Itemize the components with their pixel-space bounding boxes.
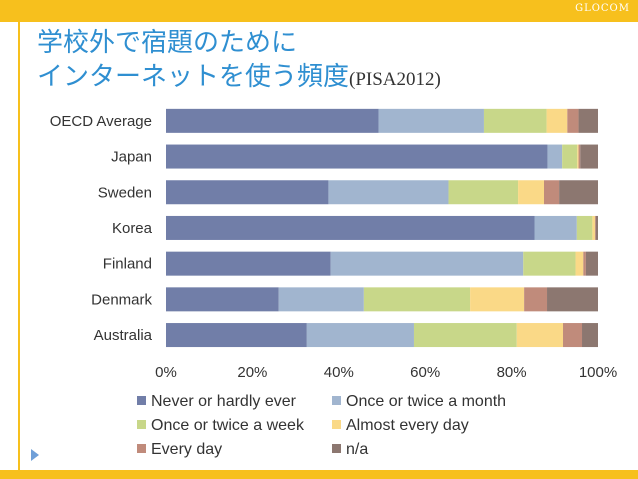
- category-label: Australia: [94, 327, 153, 344]
- bar-segment: [166, 215, 535, 240]
- bar-segment: [166, 287, 279, 312]
- bar-segment: [592, 215, 595, 240]
- category-label: Japan: [111, 149, 152, 166]
- bar-segment: [363, 287, 471, 312]
- category-label: Denmark: [91, 291, 152, 308]
- slide-title: 学校外で宿題のために インターネットを使う頻度(PISA2012): [37, 26, 441, 97]
- bar-segment: [306, 323, 414, 348]
- bar-segment: [470, 287, 525, 312]
- bar-segment: [546, 108, 568, 133]
- bar-segment: [547, 287, 598, 312]
- legend-label: Almost every day: [346, 417, 469, 434]
- x-tick-label: 60%: [410, 364, 440, 381]
- brand-logo-text: GLOCOM: [575, 3, 630, 14]
- bar-segment: [166, 180, 329, 205]
- legend-swatch: [137, 420, 146, 429]
- legend-label: Once or twice a month: [346, 393, 506, 410]
- category-label: Korea: [112, 220, 153, 237]
- bar-segment: [580, 144, 598, 169]
- legend-label: n/a: [346, 441, 368, 458]
- bar-segment: [516, 323, 564, 348]
- bar-segment: [563, 323, 583, 348]
- bar-segment: [582, 323, 598, 348]
- title-suffix: (PISA2012): [349, 69, 441, 90]
- category-label: Finland: [103, 256, 152, 273]
- bar-segment: [278, 287, 364, 312]
- x-tick-label: 20%: [237, 364, 267, 381]
- legend-swatch: [137, 444, 146, 453]
- bar-segment: [583, 251, 586, 276]
- bar-segment: [578, 144, 581, 169]
- title-line-2: インターネットを使う頻度(PISA2012): [37, 60, 441, 97]
- bar-segment: [577, 144, 579, 169]
- legend-swatch: [332, 420, 341, 429]
- bar-segment: [576, 215, 593, 240]
- bar-segment: [534, 215, 577, 240]
- bar-segment: [562, 144, 578, 169]
- bar-segment: [585, 251, 598, 276]
- bar-segment: [578, 108, 598, 133]
- title-line-1: 学校外で宿題のために: [37, 28, 298, 58]
- legend-swatch: [137, 396, 146, 405]
- legend-label: Never or hardly ever: [151, 393, 297, 410]
- bar-segment: [524, 287, 548, 312]
- bar-segment: [413, 323, 517, 348]
- bar-segment: [378, 108, 484, 133]
- legend-label: Once or twice a week: [151, 417, 305, 434]
- bar-segment: [330, 251, 524, 276]
- legend-swatch: [332, 396, 341, 405]
- bar-segment: [166, 108, 379, 133]
- bar-segment: [448, 180, 519, 205]
- bar-segment: [544, 180, 560, 205]
- legend-swatch: [332, 444, 341, 453]
- x-tick-label: 100%: [579, 364, 617, 381]
- triangle-arrow-icon: [31, 449, 39, 461]
- bar-segment: [166, 144, 548, 169]
- x-tick-label: 80%: [497, 364, 527, 381]
- bar-segment: [518, 180, 544, 205]
- x-tick-label: 40%: [324, 364, 354, 381]
- bar-segment: [523, 251, 576, 276]
- bottom-accent-bar: [0, 470, 638, 479]
- title-line-2-text: インターネットを使う頻度: [37, 62, 350, 92]
- bar-segment: [547, 144, 563, 169]
- bar-segment: [567, 108, 579, 133]
- bar-segment: [595, 215, 598, 240]
- bar-segment: [575, 251, 584, 276]
- category-label: Sweden: [98, 184, 152, 201]
- bar-segment: [166, 323, 307, 348]
- x-tick-label: 0%: [155, 364, 177, 381]
- bar-segment: [483, 108, 547, 133]
- category-label: OECD Average: [50, 113, 152, 130]
- bar-segment: [559, 180, 598, 205]
- top-accent-bar: GLOCOM: [0, 0, 638, 22]
- left-accent-line: [18, 22, 20, 470]
- legend-label: Every day: [151, 441, 222, 458]
- bar-segment: [166, 251, 331, 276]
- bar-segment: [328, 180, 449, 205]
- bar-segment: [594, 215, 596, 240]
